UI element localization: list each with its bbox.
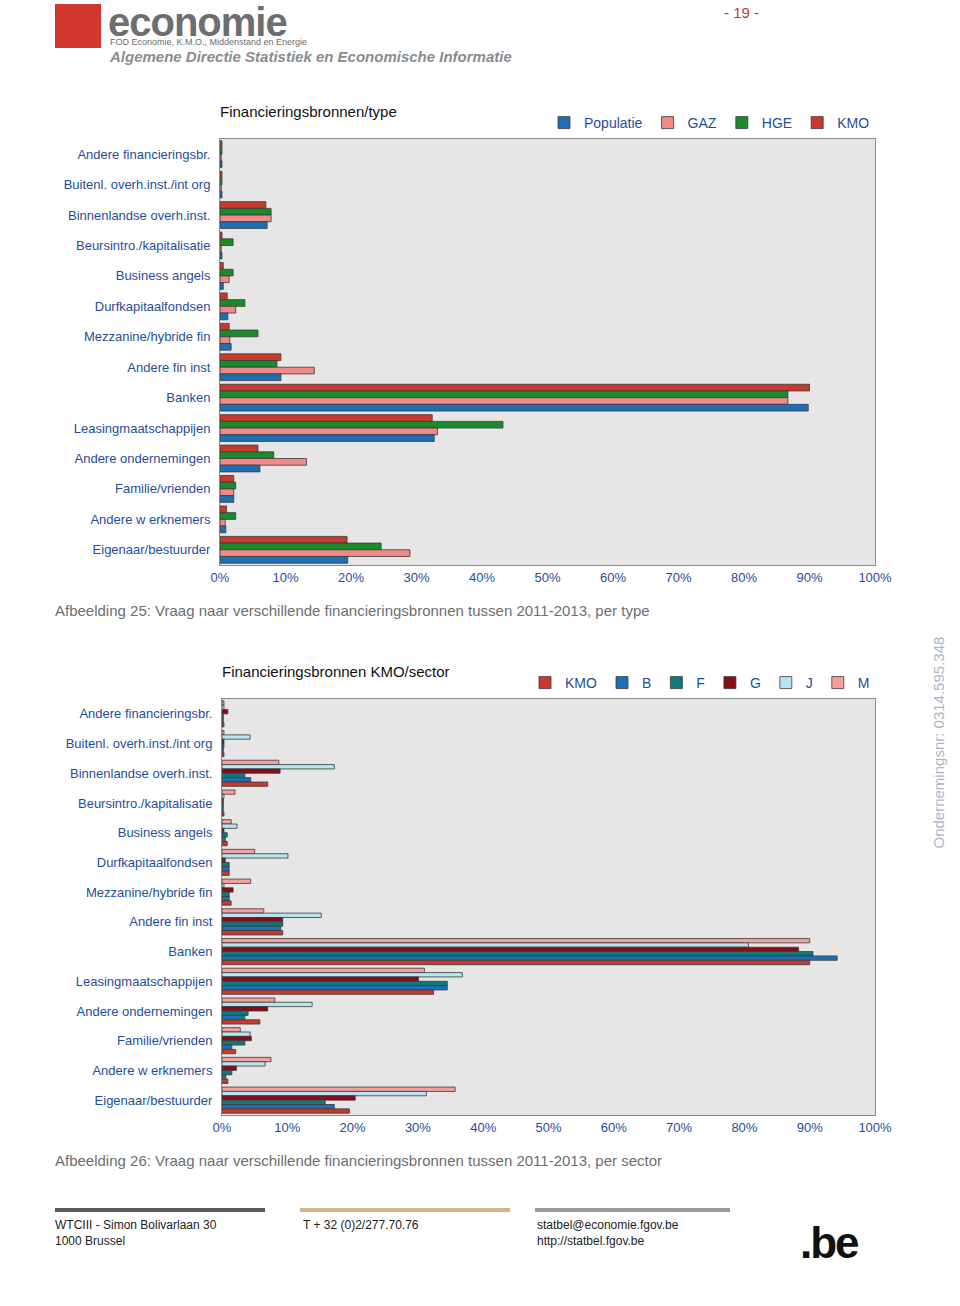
html-text:FOD Economie, K.M.O., Middenst: FOD Economie, K.M.O., Middenstand en Ene… (110, 37, 308, 47)
svg-text:50%: 50% (534, 570, 560, 585)
svg-text:B: B (642, 675, 651, 691)
svg-text:KMO: KMO (565, 675, 597, 691)
svg-text:90%: 90% (796, 570, 822, 585)
svg-text:80%: 80% (731, 570, 757, 585)
svg-text:Andere w erknemers: Andere w erknemers (90, 512, 210, 527)
svg-text:Beursintro./kapitalisatie: Beursintro./kapitalisatie (78, 796, 212, 811)
svg-text:Beursintro./kapitalisatie: Beursintro./kapitalisatie (76, 238, 210, 253)
html-text:.be: .be (800, 1218, 858, 1267)
svg-text:Andere w erknemers: Andere w erknemers (92, 1063, 212, 1078)
html-text:Afbeelding 25: Vraag naar vers: Afbeelding 25: Vraag naar verschillende … (55, 602, 650, 619)
svg-text:Business angels: Business angels (116, 268, 211, 283)
svg-text:J: J (806, 675, 813, 691)
svg-text:Binnenlandse overh.inst.: Binnenlandse overh.inst. (70, 766, 212, 781)
svg-text:Andere ondernemingen: Andere ondernemingen (75, 451, 211, 466)
svg-text:Andere ondernemingen: Andere ondernemingen (77, 1004, 213, 1019)
html-text:economie: economie (108, 0, 287, 44)
svg-text:GAZ: GAZ (688, 115, 717, 131)
svg-text:40%: 40% (469, 570, 495, 585)
svg-text:10%: 10% (274, 1120, 300, 1135)
html-text:- 19 -: - 19 - (724, 4, 759, 21)
svg-text:Buitenl. overh.inst./int org: Buitenl. overh.inst./int org (66, 736, 213, 751)
svg-text:70%: 70% (666, 1120, 692, 1135)
html-text:statbel@economie.fgov.be: statbel@economie.fgov.be (537, 1218, 679, 1232)
html-text:http://statbel.fgov.be: http://statbel.fgov.be (537, 1234, 645, 1248)
svg-text:Financieringsbronnen/type: Financieringsbronnen/type (220, 103, 397, 120)
svg-text:F: F (696, 675, 705, 691)
svg-text:Business angels: Business angels (118, 825, 213, 840)
svg-text:Eigenaar/bestuurder: Eigenaar/bestuurder (95, 1093, 213, 1108)
svg-text:Leasingmaatschappijen: Leasingmaatschappijen (74, 421, 211, 436)
svg-text:50%: 50% (535, 1120, 561, 1135)
svg-text:Mezzanine/hybride fin: Mezzanine/hybride fin (86, 885, 212, 900)
svg-text:Andere fin inst: Andere fin inst (127, 360, 210, 375)
svg-text:Durfkapitaalfondsen: Durfkapitaalfondsen (95, 299, 211, 314)
svg-text:60%: 60% (601, 1120, 627, 1135)
svg-text:100%: 100% (858, 570, 892, 585)
svg-text:Familie/vrienden: Familie/vrienden (115, 481, 210, 496)
svg-text:0%: 0% (211, 570, 230, 585)
svg-text:Andere financieringsbr.: Andere financieringsbr. (79, 706, 212, 721)
svg-text:HGE: HGE (762, 115, 792, 131)
svg-text:90%: 90% (797, 1120, 823, 1135)
svg-text:40%: 40% (470, 1120, 496, 1135)
svg-text:Mezzanine/hybride fin: Mezzanine/hybride fin (84, 329, 210, 344)
html-text:WTCIII - Simon Bolivarlaan 30: WTCIII - Simon Bolivarlaan 30 (55, 1218, 217, 1232)
svg-text:Financieringsbronnen KMO/secto: Financieringsbronnen KMO/sector (222, 663, 450, 680)
svg-text:30%: 30% (403, 570, 429, 585)
svg-text:60%: 60% (600, 570, 626, 585)
svg-text:80%: 80% (731, 1120, 757, 1135)
svg-text:10%: 10% (272, 570, 298, 585)
svg-text:Andere financieringsbr.: Andere financieringsbr. (77, 147, 210, 162)
html-text:Afbeelding 26: Vraag naar vers: Afbeelding 26: Vraag naar verschillende … (55, 1152, 663, 1169)
html-text:Algemene Directie Statistiek e: Algemene Directie Statistiek en Economis… (110, 48, 512, 65)
svg-text:KMO: KMO (837, 115, 869, 131)
html-text:1000 Brussel: 1000 Brussel (55, 1234, 125, 1248)
svg-text:Binnenlandse overh.inst.: Binnenlandse overh.inst. (68, 208, 210, 223)
svg-text:Populatie: Populatie (584, 115, 643, 131)
svg-text:30%: 30% (405, 1120, 431, 1135)
svg-text:Durfkapitaalfondsen: Durfkapitaalfondsen (97, 855, 213, 870)
svg-text:G: G (750, 675, 761, 691)
svg-text:70%: 70% (665, 570, 691, 585)
svg-text:100%: 100% (858, 1120, 892, 1135)
svg-text:Familie/vrienden: Familie/vrienden (117, 1033, 212, 1048)
svg-text:Andere fin inst: Andere fin inst (129, 914, 212, 929)
svg-text:Leasingmaatschappijen: Leasingmaatschappijen (76, 974, 213, 989)
svg-text:M: M (858, 675, 870, 691)
svg-text:Banken: Banken (168, 944, 212, 959)
svg-text:Eigenaar/bestuurder: Eigenaar/bestuurder (93, 542, 211, 557)
html-text:Ondernemingsnr: 0314.595.348: Ondernemingsnr: 0314.595.348 (929, 636, 947, 849)
svg-text:Banken: Banken (166, 390, 210, 405)
svg-text:Buitenl. overh.inst./int org: Buitenl. overh.inst./int org (64, 177, 211, 192)
svg-text:20%: 20% (338, 570, 364, 585)
html-text:T + 32 (0)2/277.70.76: T + 32 (0)2/277.70.76 (303, 1218, 419, 1232)
svg-text:20%: 20% (340, 1120, 366, 1135)
svg-text:0%: 0% (213, 1120, 232, 1135)
